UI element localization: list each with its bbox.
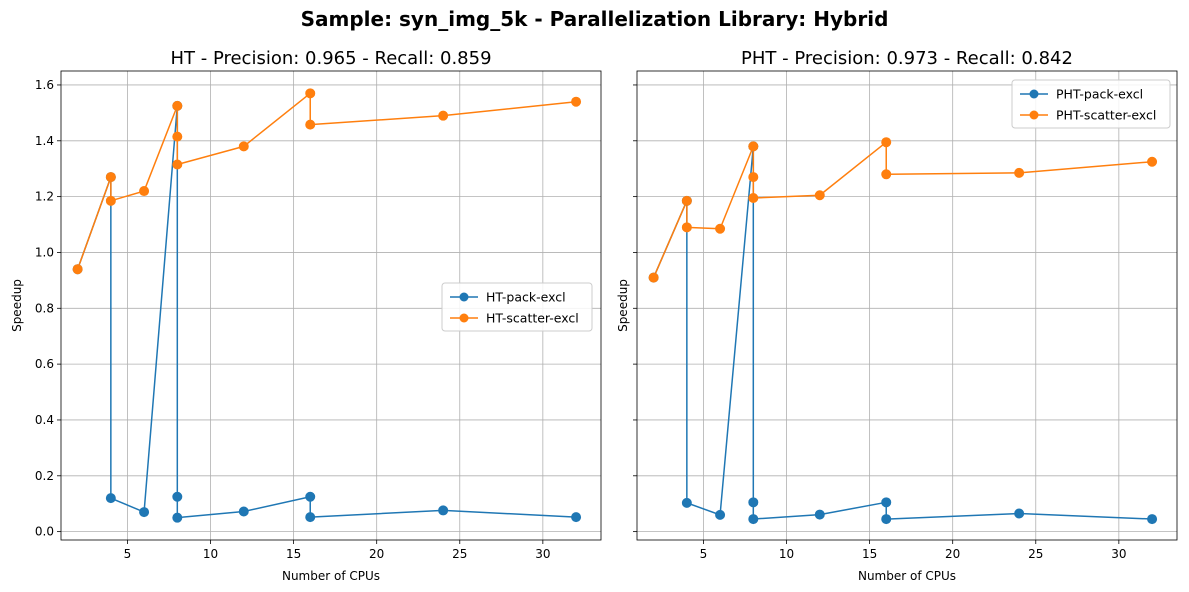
chart1-series-1-point xyxy=(105,493,116,504)
chart1-title: HT - Precision: 0.965 - Recall: 0.859 xyxy=(170,48,491,69)
chart1-series-1-point xyxy=(305,491,316,502)
chart2-x-tick-label: 15 xyxy=(862,547,877,561)
chart2-series-2-point xyxy=(748,141,759,152)
chart1-series-1-point xyxy=(238,506,249,517)
chart1-y-tick-label: 1.6 xyxy=(35,78,54,92)
chart1-y-tick-label: 1.2 xyxy=(35,190,54,204)
chart2-series-2-point xyxy=(681,195,692,206)
chart2-series-2-point xyxy=(648,272,659,283)
chart2-plot-area xyxy=(637,71,1177,540)
chart1-series-line-1 xyxy=(76,105,577,519)
chart2-series-2-point xyxy=(881,169,892,180)
chart1-series-2-point xyxy=(172,100,183,111)
chart1-series-1-point xyxy=(172,512,183,523)
chart2-series-1-point xyxy=(881,514,892,525)
chart1-series-1-point xyxy=(172,491,183,502)
chart1-series-1-point xyxy=(305,512,316,523)
chart1-series-1-point xyxy=(438,505,449,516)
chart2-legend-label-2: PHT-scatter-excl xyxy=(1056,108,1156,123)
chart1-x-tick-label: 10 xyxy=(203,547,218,561)
chart1-x-tick-label: 25 xyxy=(452,547,467,561)
chart2-series-1-point xyxy=(715,509,726,520)
chart2-series-1-point xyxy=(881,497,892,508)
chart2-axes: 5 10 15 20 25 30 PHT - Precision: 0.973 - Reca… xyxy=(616,48,1178,583)
chart1-legend-box xyxy=(441,282,593,332)
chart1-y-tick-label: 0.8 xyxy=(35,301,54,315)
chart2-series-2-point xyxy=(748,193,759,204)
chart2-series-2-point xyxy=(748,172,759,183)
chart2-legend: PHT-pack-excl PHT-scatter-excl xyxy=(1011,79,1171,129)
chart1-legend-label-1: HT-pack-excl xyxy=(486,290,566,305)
chart1-legend-label-2: HT-scatter-excl xyxy=(486,311,579,326)
chart2-title: PHT - Precision: 0.973 - Recall: 0.842 xyxy=(741,48,1073,69)
chart1-x-tick-label: 15 xyxy=(286,547,301,561)
chart1-legend-marker-2 xyxy=(459,313,469,323)
chart1-y-tick-label: 0.4 xyxy=(35,413,54,427)
chart1-series-2-point xyxy=(172,159,183,170)
chart1-series-1-point xyxy=(139,507,150,518)
chart2-series-1-point xyxy=(748,514,759,525)
chart1-y-tick-label: 0.6 xyxy=(35,357,54,371)
chart1-y-tick-label: 0.2 xyxy=(35,469,54,483)
chart2-series-2-point xyxy=(814,190,825,201)
chart2-series-2-point xyxy=(681,222,692,233)
chart2-series-1-point xyxy=(748,497,759,508)
chart2-x-tick-label: 25 xyxy=(1028,547,1043,561)
chart2-axes-frame xyxy=(636,70,1178,541)
chart2-x-tick-label: 30 xyxy=(1111,547,1126,561)
chart2-series-1-point xyxy=(681,497,692,508)
chart1-series-2-point xyxy=(72,264,83,275)
chart1-y-axis-label: Speedup xyxy=(10,279,24,332)
chart2-series-2-point xyxy=(881,137,892,148)
chart2-series-2-point xyxy=(715,223,726,234)
chart2-x-tick-label: 20 xyxy=(945,547,960,561)
chart1-y-tick-label: 0.0 xyxy=(35,525,54,539)
chart1-series-2-point xyxy=(305,119,316,130)
chart1-legend: HT-pack-excl HT-scatter-excl xyxy=(441,282,593,332)
chart2-series-1-point xyxy=(1014,508,1025,519)
chart1-x-axis-label: Number of CPUs xyxy=(282,569,380,583)
chart1-series-2-point xyxy=(438,110,449,121)
chart1-series-2-point xyxy=(571,96,582,107)
chart2-legend-marker-1 xyxy=(1029,89,1039,99)
chart1-y-tick-label: 1.0 xyxy=(35,245,54,259)
chart2-y-axis-label: Speedup xyxy=(616,279,630,332)
chart1-x-tick-label: 5 xyxy=(124,547,132,561)
chart2-series-2-point xyxy=(1014,167,1025,178)
chart2-series-line-1 xyxy=(652,145,1153,520)
chart2-legend-label-1: PHT-pack-excl xyxy=(1056,87,1143,102)
chart1-series-1-point xyxy=(571,512,582,523)
chart2-series-2-point xyxy=(1147,156,1158,167)
chart1-x-tick-label: 20 xyxy=(369,547,384,561)
chart1-y-tick-label: 1.4 xyxy=(35,134,54,148)
chart1-series-2-point xyxy=(305,88,316,99)
chart1-series-2-point xyxy=(105,172,116,183)
chart2-series-1-point xyxy=(814,509,825,520)
chart1-series-2-point xyxy=(139,186,150,197)
chart1-series-2-point xyxy=(172,131,183,142)
chart2-legend-box xyxy=(1011,79,1171,129)
figure-suptitle: Sample: syn_img_5k - Parallelization Lib… xyxy=(301,7,889,31)
chart2-x-tick-label: 10 xyxy=(779,547,794,561)
chart2-x-tick-label: 5 xyxy=(700,547,708,561)
chart1-x-tick-label: 30 xyxy=(535,547,550,561)
chart2-series-1-point xyxy=(1147,514,1158,525)
chart1-series-2-point xyxy=(105,195,116,206)
chart2-legend-marker-2 xyxy=(1029,110,1039,120)
chart1-axes-frame xyxy=(60,70,602,541)
chart1-legend-marker-1 xyxy=(459,292,469,302)
chart1-axes: 5 10 15 20 25 30 0.0 0.2 0.4 0.6 0.8 1.0 1.2 1.4 1.6 HT… xyxy=(10,48,602,583)
chart1-series-2-point xyxy=(238,141,249,152)
chart2-x-axis-label: Number of CPUs xyxy=(858,569,956,583)
